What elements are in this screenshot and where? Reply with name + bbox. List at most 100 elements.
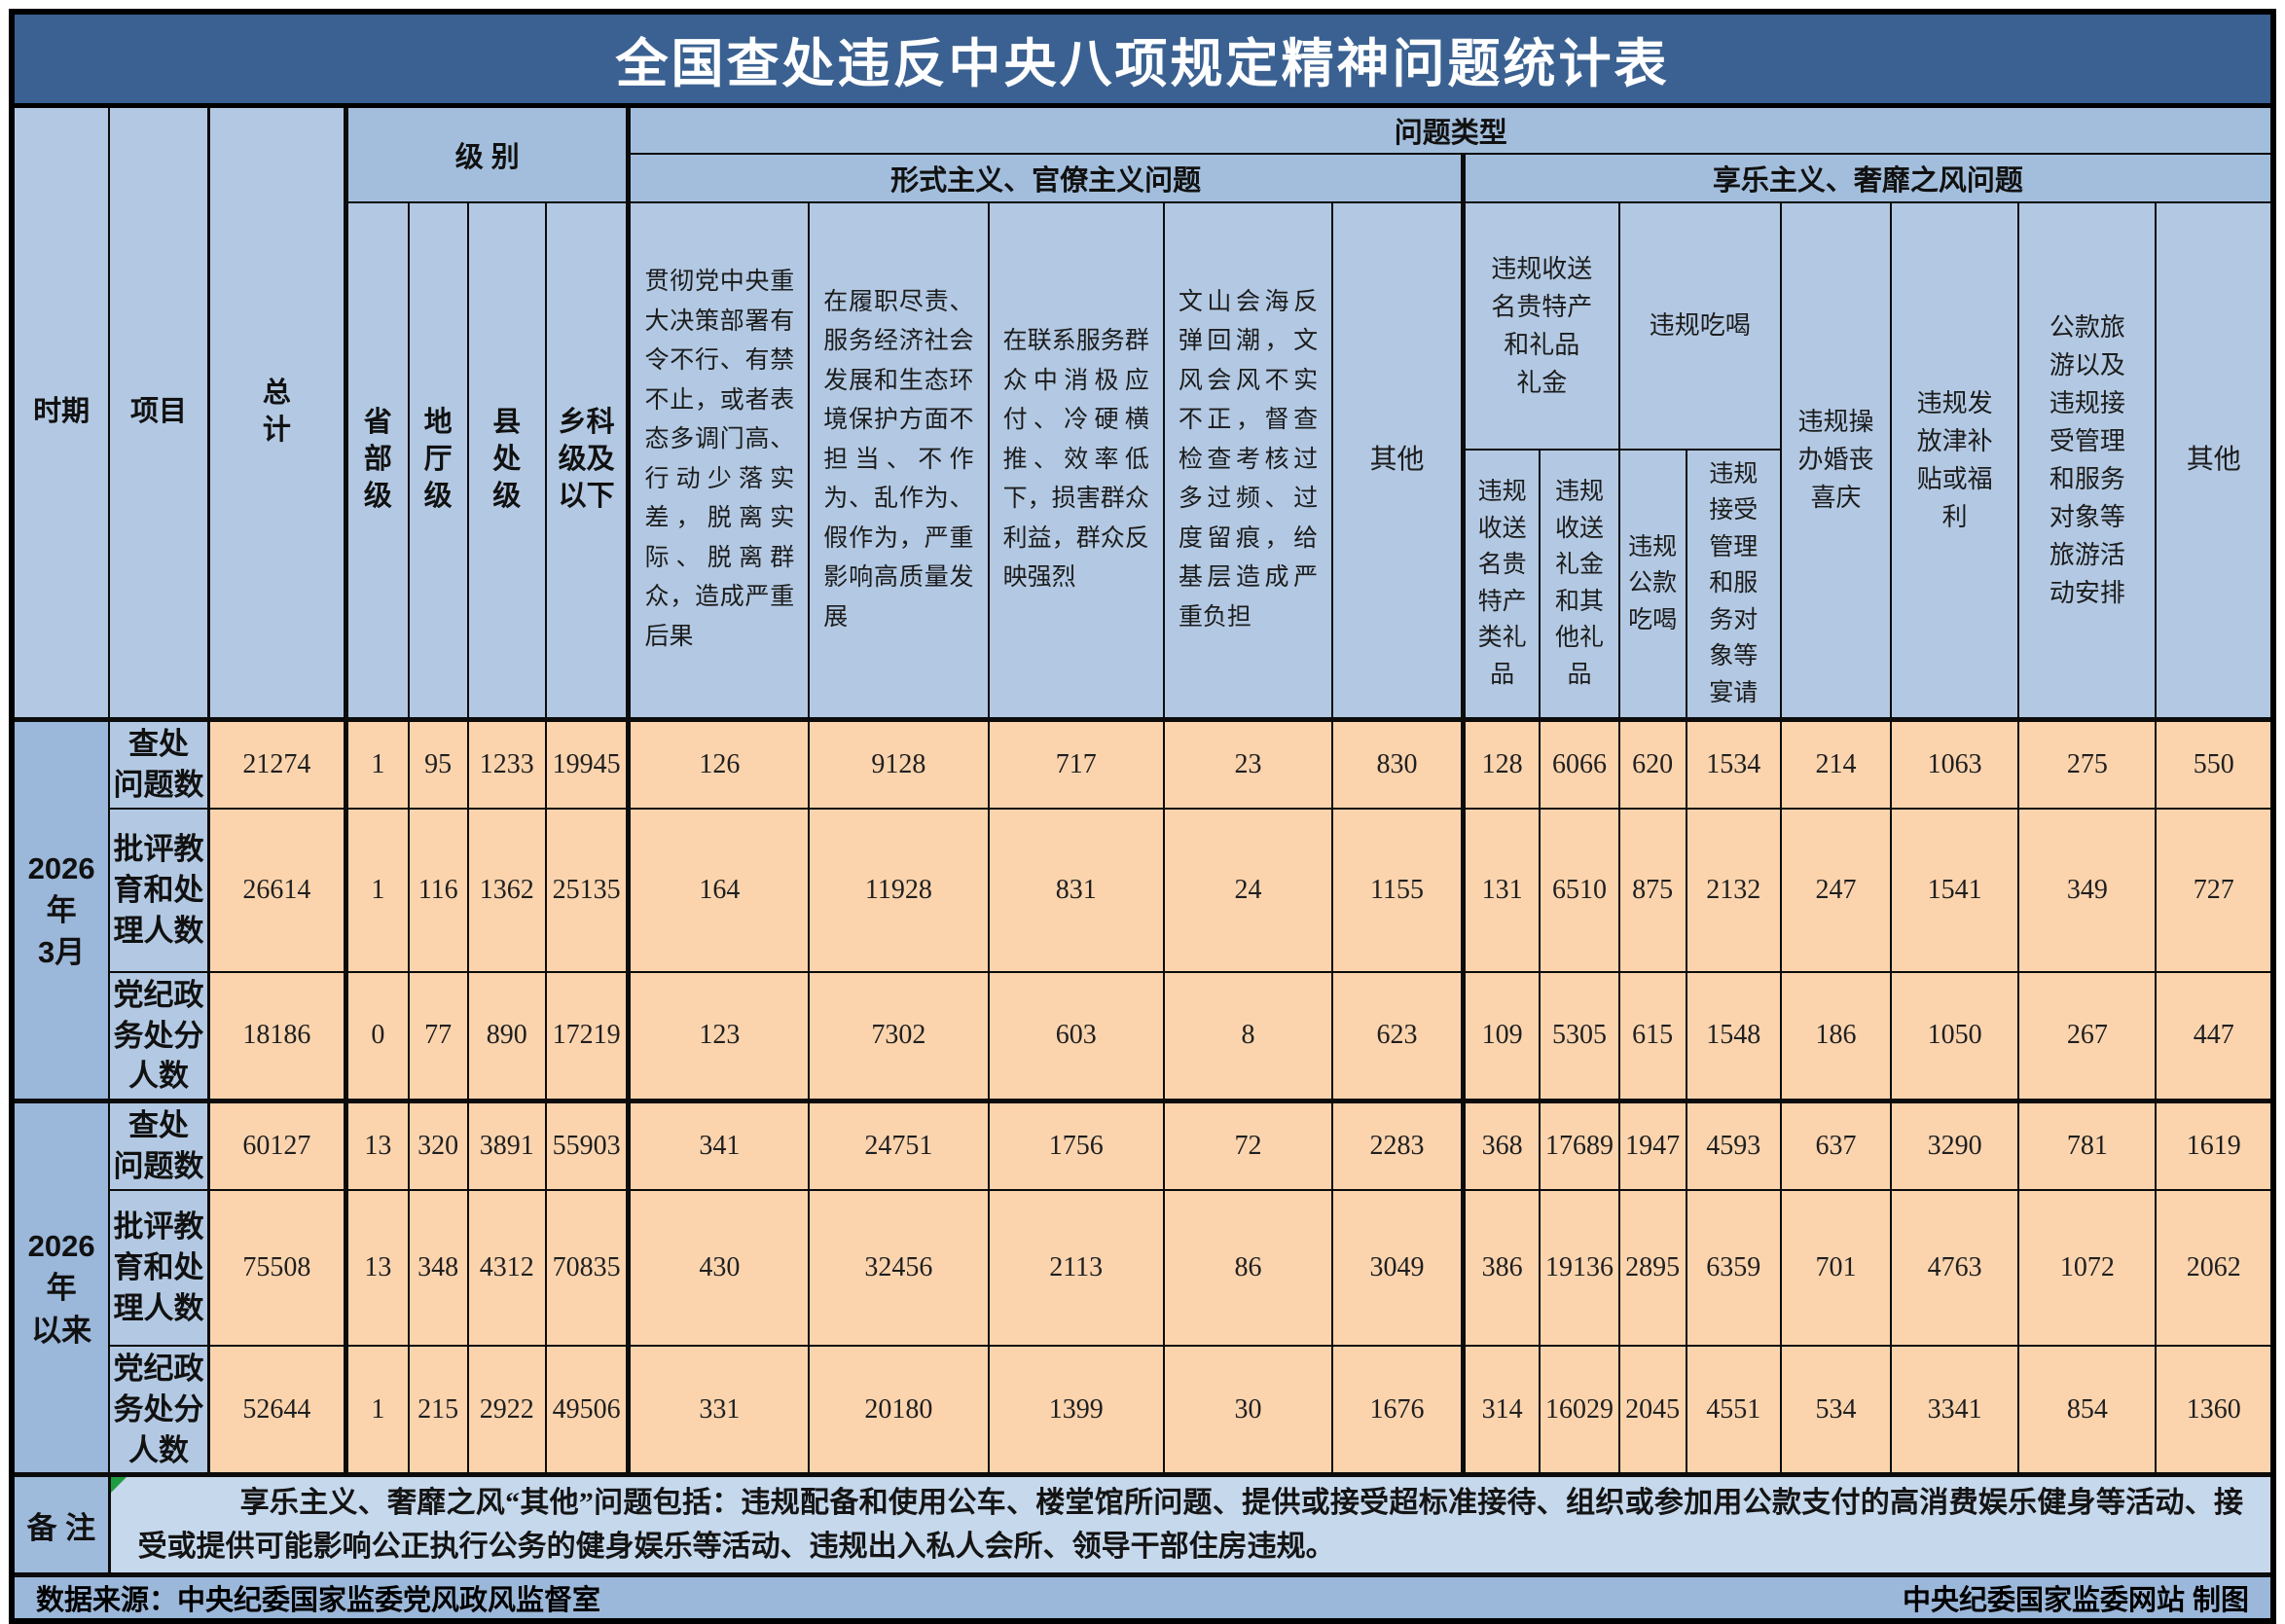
table-cell: 1619 — [2155, 1099, 2274, 1191]
group-header-problem-type: 问题类型 — [627, 104, 2275, 155]
table-cell: 2895 — [1617, 1188, 1687, 1347]
note-label: 备 注 — [10, 1472, 111, 1576]
table-cell: 13 — [345, 1099, 410, 1191]
col-header-period: 时期 — [10, 104, 111, 721]
table-cell: 109 — [1462, 970, 1541, 1102]
table-cell: 830 — [1331, 716, 1466, 810]
table-cell: 781 — [2017, 1099, 2158, 1191]
table-cell: 6359 — [1685, 1188, 1782, 1347]
table-cell: 49506 — [544, 1344, 632, 1476]
table-cell: 314 — [1462, 1344, 1541, 1476]
table-cell: 386 — [1462, 1188, 1541, 1347]
col-header-allowances: 违规发 放津补 贴或福 利 — [1890, 200, 2020, 721]
credit-label: 中央纪委国家监委网站 制图 — [1902, 1585, 2249, 1617]
table-cell: 2132 — [1685, 807, 1782, 973]
table-cell: 368 — [1462, 1099, 1541, 1191]
col-header-prefecture: 地 厅 级 — [407, 200, 469, 721]
footer-bar: 数据来源：中央纪委国家监委党风政风监督室 中央纪委国家监委网站 制图 — [11, 1572, 2274, 1623]
table-cell: 1399 — [987, 1344, 1165, 1476]
table-cell: 2922 — [466, 1344, 547, 1476]
table-cell: 349 — [2017, 807, 2158, 973]
table-cell: 1947 — [1617, 1099, 1687, 1191]
table-cell: 1050 — [1890, 970, 2020, 1102]
col-header-weddings-funerals: 违规操 办婚丧 喜庆 — [1779, 200, 1893, 721]
col-header-formalism-3: 在联系服务群众中消极应付、冷硬横推、效率低下，损害群众利益，群众反映强烈 — [987, 200, 1165, 721]
table-cell: 620 — [1617, 716, 1687, 810]
table-cell: 6510 — [1539, 807, 1620, 973]
table-cell: 331 — [627, 1344, 811, 1476]
table-cell: 1360 — [2155, 1344, 2274, 1476]
group-header-level: 级 别 — [345, 104, 632, 203]
col-header-formalism-2: 在履职尽责、服务经济社会发展和生态环境保护方面不担当、不作为、乱作为、假作为，严… — [808, 200, 990, 721]
table-cell: 4551 — [1685, 1344, 1782, 1476]
table-cell: 17219 — [544, 970, 632, 1102]
table-cell: 854 — [2017, 1344, 2158, 1476]
table-cell: 1072 — [2017, 1188, 2158, 1347]
table-cell: 26614 — [207, 807, 349, 973]
table-cell: 131 — [1462, 807, 1541, 973]
table-cell: 3341 — [1890, 1344, 2020, 1476]
table-cell: 717 — [987, 716, 1165, 810]
table-cell: 25135 — [544, 807, 632, 973]
table-cell: 1534 — [1685, 716, 1782, 810]
table-cell: 17689 — [1539, 1099, 1620, 1191]
col-header-formalism-other: 其他 — [1331, 200, 1466, 721]
table-cell: 11928 — [808, 807, 990, 973]
table-cell: 727 — [2155, 807, 2274, 973]
table-cell: 30 — [1162, 1344, 1334, 1476]
note-text: 享乐主义、奢靡之风“其他”问题包括：违规配备和使用公车、楼堂馆所问题、提供或接受… — [137, 1487, 2243, 1564]
col-header-public-funded-travel: 公款旅 游以及 违规接 受管理 和服务 对象等 旅游活 动安排 — [2017, 200, 2158, 721]
table-cell: 75508 — [207, 1188, 349, 1347]
table-cell: 1676 — [1331, 1344, 1466, 1476]
table-cell: 4312 — [466, 1188, 547, 1347]
table-cell: 348 — [407, 1188, 469, 1347]
table-cell: 164 — [627, 807, 811, 973]
col-header-formalism-1: 贯彻党中央重大决策部署有令不行、有禁不止，或者表态多调门高、行动少落实差，脱离实… — [627, 200, 811, 721]
row-label: 党纪政 务处分 人数 — [108, 1344, 210, 1476]
table-cell: 2062 — [2155, 1188, 2274, 1347]
group-header-gifts: 违规收送 名贵特产 和礼品 礼金 — [1462, 200, 1620, 451]
table-cell: 3290 — [1890, 1099, 2020, 1191]
table-cell: 447 — [2155, 970, 2274, 1102]
table-cell: 8 — [1162, 970, 1334, 1102]
table-cell: 247 — [1779, 807, 1893, 973]
table-cell: 550 — [2155, 716, 2274, 810]
table-cell: 831 — [987, 807, 1165, 973]
table-cell: 1548 — [1685, 970, 1782, 1102]
col-header-public-funded-dining: 违规 公款 吃喝 — [1617, 448, 1687, 721]
table-cell: 7302 — [808, 970, 990, 1102]
table-cell: 1155 — [1331, 807, 1466, 973]
group-header-hedonism: 享乐主义、奢靡之风问题 — [1462, 152, 2274, 203]
table-cell: 32456 — [808, 1188, 990, 1347]
col-header-specialty-gifts: 违规 收送 名贵 特产 类礼 品 — [1462, 448, 1541, 721]
table-cell: 16029 — [1539, 1344, 1620, 1476]
table-cell: 6066 — [1539, 716, 1620, 810]
col-header-provincial: 省 部 级 — [345, 200, 410, 721]
table-cell: 1 — [345, 1344, 410, 1476]
table-cell: 60127 — [207, 1099, 349, 1191]
statistics-table: 全国查处违反中央八项规定精神问题统计表 时期 项目 总 计 级 别 问题类型 形… — [9, 9, 2276, 1624]
period-label-march: 2026年 3月 — [10, 716, 111, 1102]
table-cell: 1233 — [466, 716, 547, 810]
table-cell: 23 — [1162, 716, 1334, 810]
table-cell: 52644 — [207, 1344, 349, 1476]
table-cell: 623 — [1331, 970, 1466, 1102]
table-cell: 0 — [345, 970, 410, 1102]
table-cell: 19945 — [544, 716, 632, 810]
table-cell: 126 — [627, 716, 811, 810]
table-cell: 1063 — [1890, 716, 2020, 810]
table-cell: 13 — [345, 1188, 410, 1347]
table-cell: 24 — [1162, 807, 1334, 973]
table-cell: 72 — [1162, 1099, 1334, 1191]
table-cell: 116 — [407, 807, 469, 973]
table-cell: 20180 — [808, 1344, 990, 1476]
table-cell: 2113 — [987, 1188, 1165, 1347]
table-cell: 3049 — [1331, 1188, 1466, 1347]
table-cell: 1362 — [466, 807, 547, 973]
table-cell: 603 — [987, 970, 1165, 1102]
table-cell: 24751 — [808, 1099, 990, 1191]
table-cell: 637 — [1779, 1099, 1893, 1191]
data-source-label: 数据来源：中央纪委国家监委党风政风监督室 — [36, 1585, 601, 1617]
col-header-item: 项目 — [108, 104, 210, 721]
